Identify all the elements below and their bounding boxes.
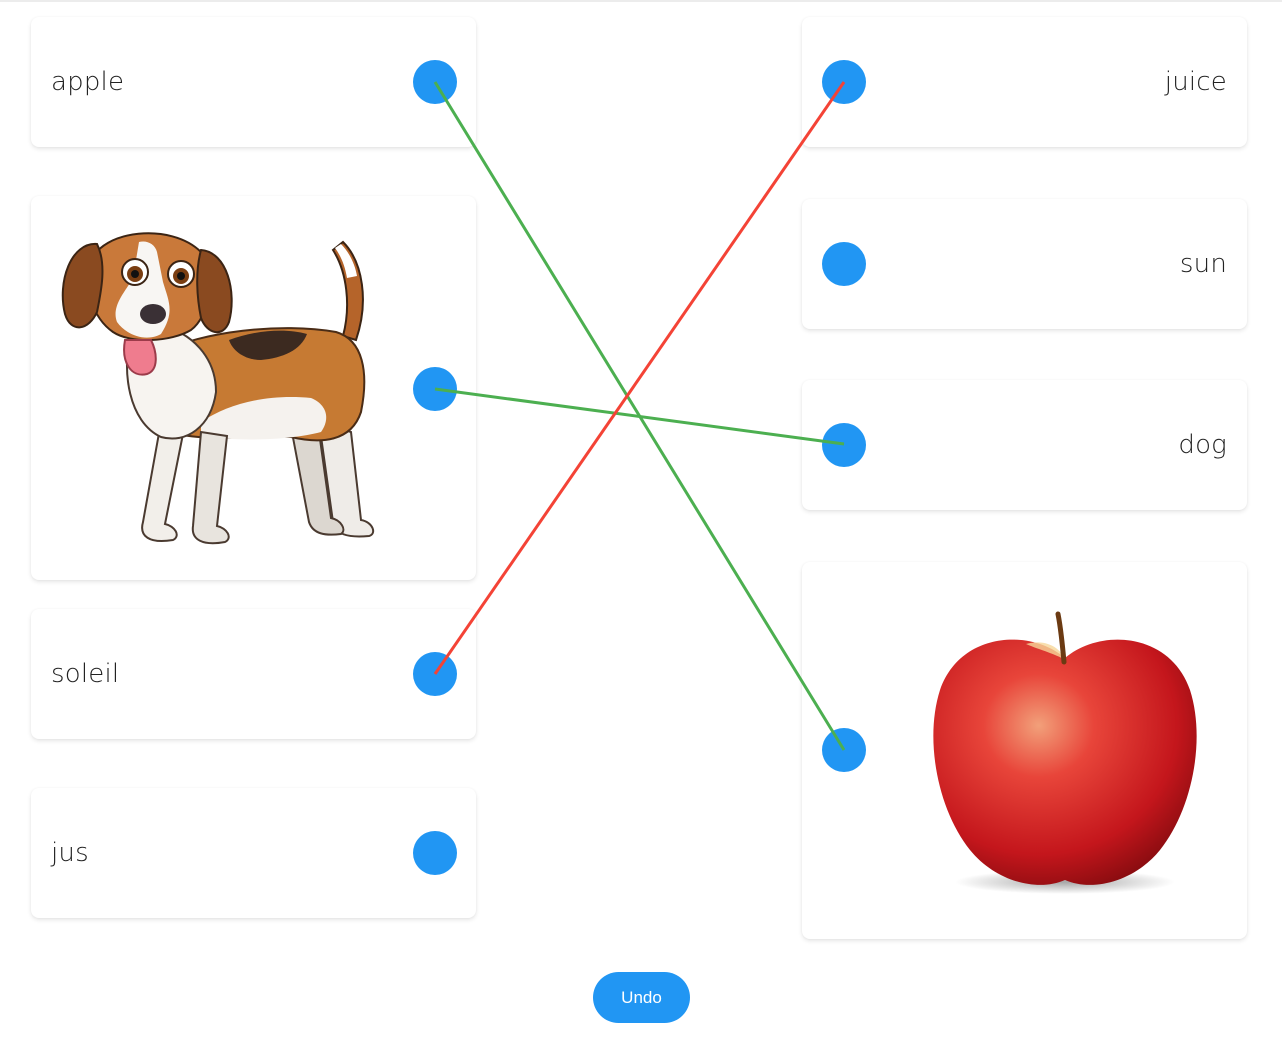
left-card-dog-image[interactable] — [31, 196, 476, 580]
left-card-apple[interactable]: apple — [31, 17, 476, 147]
connection-line — [433, 81, 846, 675]
left-word-label: soleil — [51, 659, 120, 689]
left-card-soleil[interactable]: soleil — [31, 609, 476, 739]
right-word-label: dog — [1178, 430, 1227, 460]
right-connector-dot[interactable] — [822, 728, 866, 772]
right-card-apple-image[interactable] — [802, 562, 1247, 939]
apple-image — [933, 611, 1197, 894]
left-card-jus[interactable]: jus — [31, 788, 476, 918]
undo-button[interactable]: Undo — [593, 972, 690, 1023]
right-card-sun[interactable]: sun — [802, 199, 1247, 329]
left-connector-dot[interactable] — [413, 831, 457, 875]
right-connector-dot[interactable] — [822, 60, 866, 104]
left-word-label: apple — [51, 67, 125, 97]
right-word-label: juice — [1164, 67, 1227, 97]
right-card-dog[interactable]: dog — [802, 380, 1247, 510]
left-connector-dot[interactable] — [413, 652, 457, 696]
right-connector-dot[interactable] — [822, 242, 866, 286]
right-word-label: sun — [1179, 249, 1227, 279]
right-card-juice[interactable]: juice — [802, 17, 1247, 147]
connection-line — [433, 81, 846, 751]
left-word-label: jus — [51, 838, 89, 868]
left-connector-dot[interactable] — [413, 60, 457, 104]
left-connector-dot[interactable] — [413, 367, 457, 411]
dog-image — [61, 232, 375, 545]
right-connector-dot[interactable] — [822, 423, 866, 467]
connection-line — [434, 387, 845, 446]
